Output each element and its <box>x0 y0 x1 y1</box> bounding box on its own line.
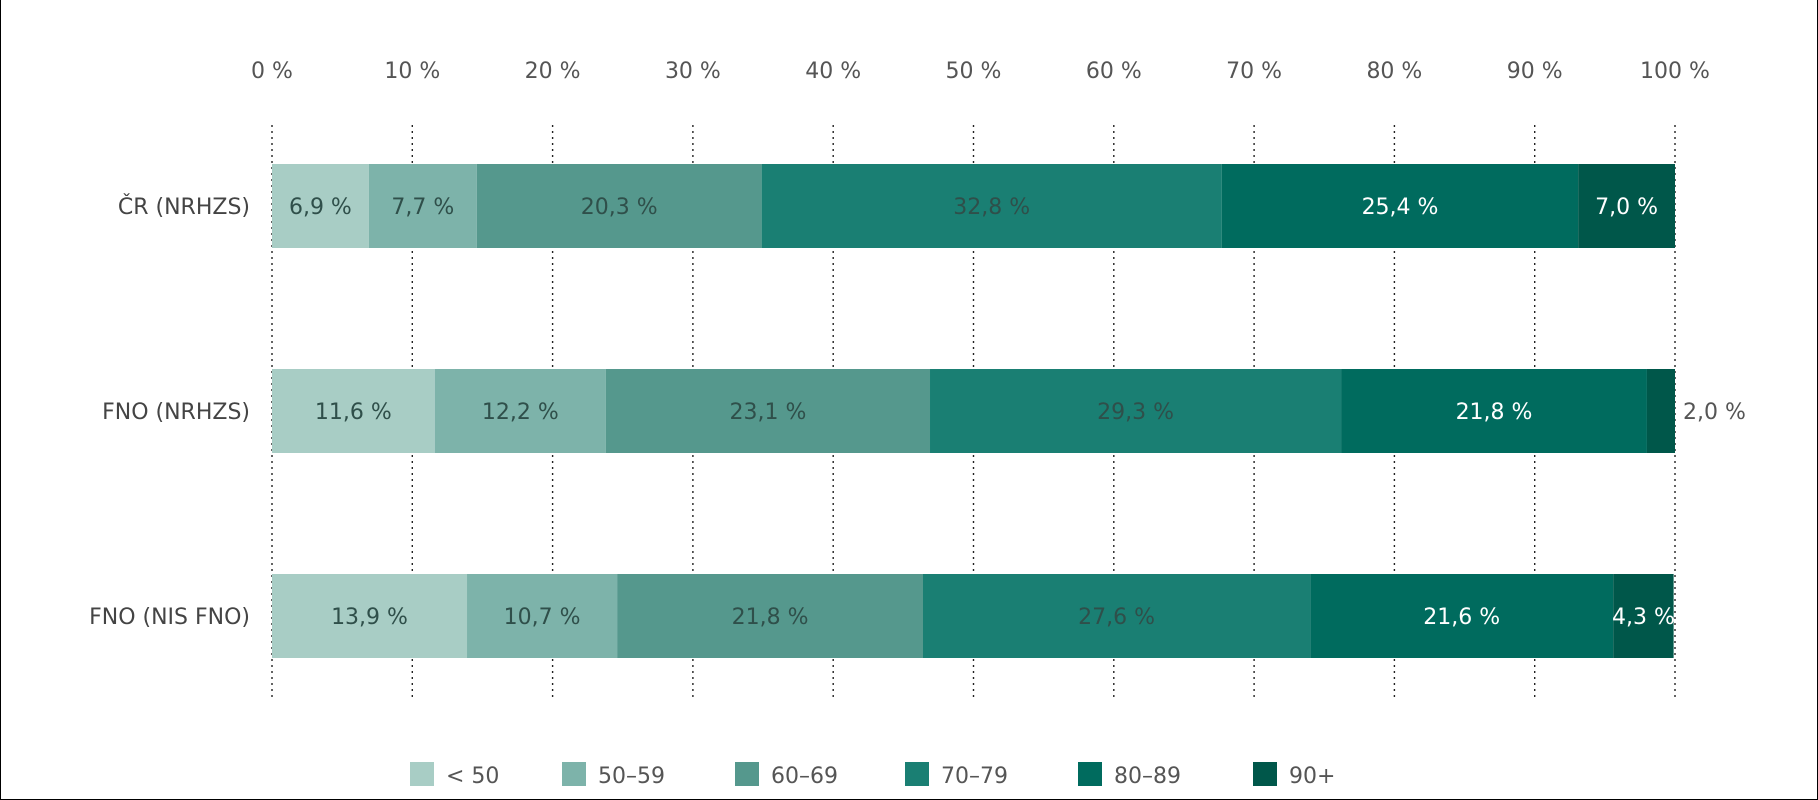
bar-segment <box>434 369 606 453</box>
legend-label: 50–59 <box>598 764 665 789</box>
legend-swatch <box>1253 762 1277 786</box>
x-tick-label: 90 % <box>1507 59 1563 84</box>
data-label: 25,4 % <box>1362 195 1439 220</box>
bar-segment <box>1310 574 1614 658</box>
bar-segment <box>1613 574 1674 658</box>
legend-label: 90+ <box>1289 764 1335 789</box>
bar-segment <box>1221 164 1579 248</box>
data-label: 10,7 % <box>504 605 581 630</box>
x-tick-label: 10 % <box>384 59 440 84</box>
bar-segment <box>272 574 468 658</box>
bar-segment <box>761 164 1222 248</box>
x-axis-ticks: 0 % 10 % 20 % 30 % 40 % 50 % 60 % 70 % 80 % 90 % 1… <box>251 59 1710 84</box>
legend-label: 60–69 <box>771 764 838 789</box>
legend-swatch <box>905 762 929 786</box>
legend-label: < 50 <box>446 764 499 789</box>
x-tick-label: 30 % <box>665 59 721 84</box>
data-label: 21,8 % <box>732 605 809 630</box>
data-label: 13,9 % <box>331 605 408 630</box>
legend: < 50 50–59 60–69 70–79 80–89 90+ <box>410 762 1335 789</box>
x-tick-label: 80 % <box>1366 59 1422 84</box>
category-labels: ČR (NRHZS) FNO (NRHZS) FNO (NIS FNO) <box>89 194 250 630</box>
data-label: 7,7 % <box>391 195 454 220</box>
data-label: 32,8 % <box>953 195 1030 220</box>
legend-swatch <box>735 762 759 786</box>
category-label: FNO (NIS FNO) <box>89 605 250 630</box>
data-label: 20,3 % <box>581 195 658 220</box>
bar-segment <box>930 369 1342 453</box>
x-tick-label: 20 % <box>525 59 581 84</box>
data-label: 29,3 % <box>1097 400 1174 425</box>
x-tick-label: 100 % <box>1640 59 1710 84</box>
bar-segment <box>1578 164 1675 248</box>
bar-segment <box>476 164 762 248</box>
data-label: 23,1 % <box>730 400 807 425</box>
data-label: 12,2 % <box>482 400 559 425</box>
category-label: FNO (NRHZS) <box>102 400 250 425</box>
bar-segment <box>617 574 923 658</box>
bars: 6,9 % 7,7 % 20,3 % 32,8 % 25,4 % 7,0 % 11,6 % 1… <box>272 164 1746 658</box>
bar-segment <box>1341 369 1647 453</box>
category-label: ČR (NRHZS) <box>118 194 250 220</box>
x-tick-label: 50 % <box>946 59 1002 84</box>
x-tick-label: 60 % <box>1086 59 1142 84</box>
bar-segment <box>1646 369 1675 453</box>
data-label: 6,9 % <box>289 195 352 220</box>
data-label: 11,6 % <box>315 400 392 425</box>
data-label: 2,0 % <box>1683 400 1746 425</box>
data-label: 27,6 % <box>1078 605 1155 630</box>
legend-label: 70–79 <box>941 764 1008 789</box>
data-label: 21,6 % <box>1423 605 1500 630</box>
data-label: 7,0 % <box>1595 195 1658 220</box>
legend-label: 80–89 <box>1114 764 1181 789</box>
legend-swatch <box>1078 762 1102 786</box>
bar-segment <box>922 574 1311 658</box>
x-tick-label: 0 % <box>251 59 293 84</box>
bar-segment <box>368 164 477 248</box>
bar-segment <box>605 369 931 453</box>
bar-segment <box>272 369 435 453</box>
data-label: 4,3 % <box>1612 605 1675 630</box>
bar-segment <box>467 574 618 658</box>
legend-swatch <box>410 762 434 786</box>
x-tick-label: 70 % <box>1226 59 1282 84</box>
data-label: 21,8 % <box>1456 400 1533 425</box>
x-tick-label: 40 % <box>805 59 861 84</box>
legend-swatch <box>562 762 586 786</box>
bar-segment <box>272 164 369 248</box>
